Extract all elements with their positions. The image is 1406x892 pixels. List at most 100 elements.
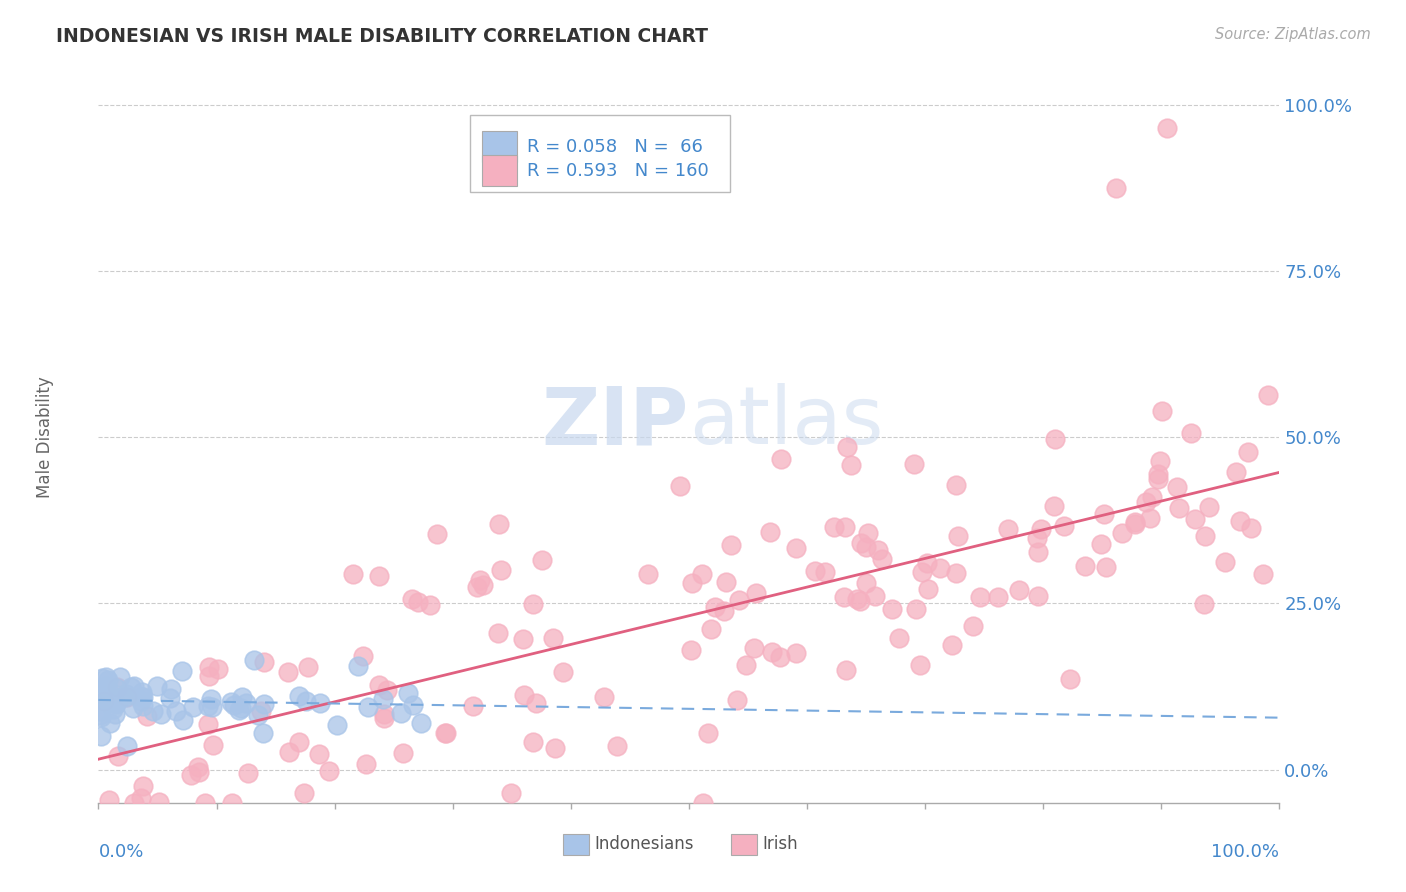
Point: [834, 520, 856, 534]
Point: [1251, 566, 1274, 581]
Point: [803, 564, 825, 578]
Point: [250, 704, 273, 718]
Point: [297, 660, 319, 674]
Point: [679, 642, 702, 657]
Point: [770, 452, 793, 467]
Point: [122, 679, 145, 693]
Point: [758, 524, 780, 539]
Point: [132, 690, 155, 704]
Point: [104, 706, 127, 721]
Point: [1167, 500, 1189, 515]
Point: [637, 567, 659, 582]
Point: [855, 540, 877, 554]
Point: [93, 694, 115, 708]
Point: [180, 768, 202, 782]
Point: [1026, 532, 1049, 546]
Point: [488, 517, 510, 532]
Point: [194, 796, 217, 810]
Point: [392, 746, 415, 760]
Point: [1198, 500, 1220, 514]
Point: [461, 698, 484, 713]
Text: 100.0%: 100.0%: [1212, 843, 1279, 861]
Point: [681, 576, 703, 591]
Point: [1135, 494, 1157, 508]
Point: [318, 764, 340, 779]
Point: [96, 690, 118, 704]
Point: [148, 795, 170, 809]
Point: [108, 670, 131, 684]
Point: [1139, 511, 1161, 525]
Point: [401, 591, 423, 606]
Text: Source: ZipAtlas.com: Source: ZipAtlas.com: [1215, 27, 1371, 42]
Point: [870, 552, 893, 566]
Point: [1150, 404, 1173, 418]
Point: [465, 580, 488, 594]
Point: [172, 714, 194, 728]
Point: [426, 527, 449, 541]
Point: [910, 657, 932, 672]
Point: [499, 786, 522, 800]
Point: [252, 726, 274, 740]
Point: [910, 565, 932, 579]
Text: Male Disability: Male Disability: [37, 376, 55, 498]
Point: [1074, 559, 1097, 574]
Point: [917, 556, 939, 570]
Point: [89, 707, 111, 722]
Point: [90, 729, 112, 743]
Point: [406, 595, 429, 609]
Point: [1105, 180, 1128, 194]
Point: [246, 707, 269, 722]
Point: [201, 700, 224, 714]
Point: [354, 757, 377, 772]
Point: [1257, 388, 1279, 402]
Point: [197, 717, 219, 731]
FancyBboxPatch shape: [471, 115, 730, 192]
Point: [371, 691, 394, 706]
Point: [917, 582, 939, 596]
Point: [129, 790, 152, 805]
Point: [785, 541, 807, 555]
Point: [863, 589, 886, 603]
Point: [887, 631, 910, 645]
Point: [238, 766, 260, 780]
Point: [742, 641, 765, 656]
Point: [277, 665, 299, 679]
Point: [692, 567, 714, 582]
Point: [219, 695, 242, 709]
Point: [522, 598, 544, 612]
Text: Irish: Irish: [762, 836, 797, 854]
Point: [1140, 491, 1163, 505]
Point: [522, 735, 544, 749]
Point: [229, 701, 252, 715]
Point: [121, 700, 143, 714]
Point: [1026, 589, 1049, 603]
Point: [373, 707, 395, 722]
Point: [357, 700, 380, 714]
Point: [373, 710, 395, 724]
Point: [308, 747, 330, 761]
Point: [221, 796, 243, 810]
Point: [1090, 537, 1112, 551]
Point: [692, 796, 714, 810]
Point: [110, 690, 132, 705]
Point: [728, 592, 751, 607]
Point: [1166, 480, 1188, 494]
Point: [530, 553, 553, 567]
Point: [160, 681, 183, 696]
Point: [197, 698, 219, 713]
Point: [89, 704, 111, 718]
Text: ZIP: ZIP: [541, 384, 689, 461]
Point: [347, 659, 370, 673]
Point: [253, 698, 276, 712]
Point: [1008, 583, 1031, 598]
Point: [222, 698, 245, 712]
Point: [1111, 525, 1133, 540]
Point: [835, 663, 858, 677]
Point: [606, 739, 628, 753]
Point: [131, 685, 153, 699]
Point: [1149, 454, 1171, 468]
Point: [389, 706, 412, 720]
Point: [97, 694, 120, 708]
Point: [1213, 555, 1236, 569]
Point: [309, 696, 332, 710]
